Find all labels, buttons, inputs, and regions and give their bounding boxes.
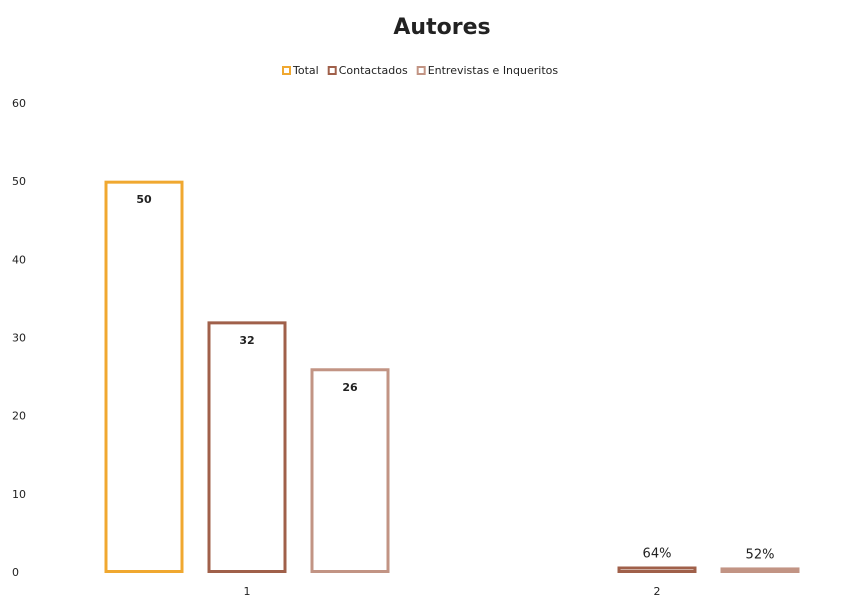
legend-label: Total	[292, 64, 319, 77]
y-tick-label: 40	[12, 253, 26, 266]
bar	[310, 368, 390, 573]
bar	[207, 321, 287, 573]
bar	[104, 180, 184, 574]
bar	[617, 566, 697, 573]
data-label: 52%	[746, 547, 775, 562]
legend-label: Entrevistas e Inqueritos	[428, 64, 559, 77]
legend-label: Contactados	[339, 64, 408, 77]
x-tick-label: 1	[244, 585, 251, 598]
data-label: 26	[342, 381, 358, 394]
data-label: 64%	[643, 546, 672, 561]
data-label: 32	[239, 334, 254, 347]
y-tick-label: 50	[12, 175, 26, 188]
y-tick-label: 30	[12, 332, 26, 345]
chart-title: Autores	[393, 15, 490, 40]
y-tick-label: 10	[12, 488, 26, 501]
y-tick-label: 60	[12, 97, 26, 110]
data-label: 50	[136, 193, 152, 206]
legend-swatch	[327, 66, 337, 75]
y-tick-label: 20	[12, 410, 26, 423]
y-tick-label: 0	[12, 566, 19, 579]
bar	[720, 567, 800, 574]
legend-swatch	[282, 66, 291, 75]
legend-swatch	[416, 66, 426, 75]
x-tick-label: 2	[654, 585, 661, 598]
